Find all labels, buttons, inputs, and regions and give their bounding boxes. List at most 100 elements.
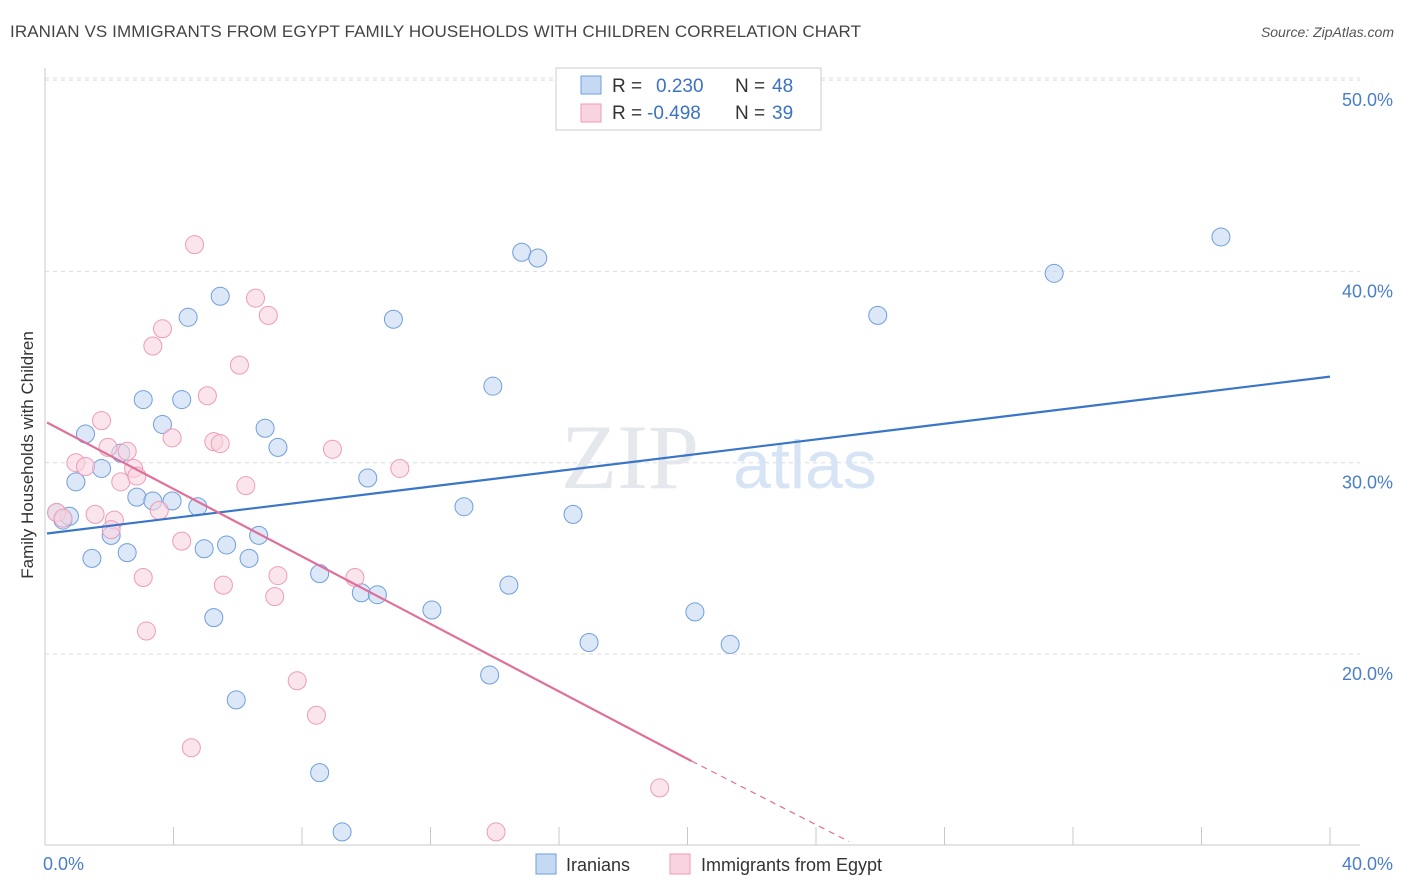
egypt-point <box>322 439 342 459</box>
egypt-point <box>650 778 670 798</box>
watermark: ZIP atlas <box>561 406 877 508</box>
egypt-point <box>390 458 410 478</box>
iranians-point <box>358 468 378 488</box>
data-points <box>47 227 1231 842</box>
y-axis-title: Family Households with Children <box>18 331 37 579</box>
iranians-point <box>188 497 208 517</box>
iranians-point <box>480 665 500 685</box>
egypt-point <box>162 428 182 448</box>
iranians-point <box>178 307 198 327</box>
watermark-atlas: atlas <box>733 427 877 503</box>
egypt-point <box>245 288 265 308</box>
legend-r-value-2: -0.498 <box>647 103 701 124</box>
series-egypt <box>47 235 670 842</box>
egypt-point <box>287 671 307 691</box>
egypt-point <box>185 235 205 255</box>
iranians-point <box>528 248 548 268</box>
egypt-point <box>181 738 201 758</box>
stats-legend: R = 0.230 N = 48 R = -0.498 N = 39 <box>555 67 822 131</box>
egypt-point <box>236 476 256 496</box>
egypt-point <box>213 575 233 595</box>
y-tick-label: 20.0% <box>1342 664 1393 684</box>
iranians-point <box>332 822 352 842</box>
egypt-point <box>197 386 217 406</box>
legend-n-value-2: 39 <box>772 103 793 124</box>
series-iranians <box>47 227 1231 842</box>
egypt-point <box>143 336 163 356</box>
egypt-point <box>152 319 172 339</box>
source-note: Source: ZipAtlas.com <box>1260 24 1394 40</box>
legend-n-value-1: 48 <box>772 76 793 97</box>
iranians-point <box>172 390 192 410</box>
egypt-point <box>265 587 285 607</box>
x-tick-label-min: 0.0% <box>43 854 84 874</box>
iranians-point <box>579 633 599 653</box>
egypt-point <box>111 472 131 492</box>
bottom-legend-swatch-egypt <box>669 853 691 875</box>
series-legend: Iranians Immigrants from Egypt <box>535 853 882 875</box>
legend-r-value-1: 0.230 <box>656 76 704 97</box>
iranians-point <box>133 390 153 410</box>
legend-r-label-1: R = <box>612 76 642 97</box>
iranians-point <box>82 548 102 568</box>
iranians-point <box>310 763 330 783</box>
iranians-point <box>117 543 137 563</box>
egypt-point <box>486 822 506 842</box>
iranians-point <box>249 525 269 545</box>
egypt-trend-extension <box>691 760 850 843</box>
iranians-point <box>92 458 112 478</box>
iranians-point <box>210 286 230 306</box>
iranians-point <box>66 472 86 492</box>
egypt-point <box>92 411 112 431</box>
iranians-point <box>499 575 519 595</box>
y-tick-label: 40.0% <box>1342 281 1393 301</box>
axes <box>44 68 1360 846</box>
tick-labels: 20.0% 30.0% 40.0% 50.0% 0.0% 40.0% <box>43 90 1393 874</box>
legend-n-label-1: N = <box>735 76 765 97</box>
egypt-trend-line <box>46 421 693 763</box>
iranians-point <box>454 497 474 517</box>
egypt-point <box>133 567 153 587</box>
bottom-legend-label-egypt: Immigrants from Egypt <box>701 855 882 875</box>
legend-swatch-iranians <box>580 75 602 95</box>
iranians-point <box>127 487 147 507</box>
egypt-point <box>172 531 192 551</box>
iranians-point <box>255 418 275 438</box>
egypt-point <box>85 504 105 524</box>
egypt-point <box>258 305 278 325</box>
iranians-point <box>226 690 246 710</box>
egypt-point <box>75 457 95 477</box>
y-tick-label: 30.0% <box>1342 473 1393 493</box>
bottom-legend-label-iranians: Iranians <box>566 855 630 875</box>
x-tick-label-max: 40.0% <box>1342 854 1393 874</box>
egypt-point <box>210 434 230 454</box>
iranians-point <box>367 585 387 605</box>
bottom-legend-swatch-iranians <box>535 853 557 875</box>
iranians-point <box>512 242 532 262</box>
egypt-point <box>229 355 249 375</box>
iranians-point <box>310 564 330 584</box>
egypt-point <box>101 520 121 540</box>
iranians-point <box>483 376 503 396</box>
egypt-point <box>117 441 137 461</box>
egypt-point <box>149 501 169 521</box>
iranians-point <box>268 437 288 457</box>
y-tick-label: 50.0% <box>1342 90 1393 110</box>
iranians-point <box>152 414 172 434</box>
egypt-point <box>306 705 326 725</box>
iranians-point <box>1044 263 1064 283</box>
trend-lines <box>46 375 1331 843</box>
iranians-point <box>422 600 442 620</box>
iranians-point <box>217 535 237 555</box>
iranians-point <box>194 539 214 559</box>
iranians-point <box>868 305 888 325</box>
iranians-point <box>383 309 403 329</box>
iranians-point <box>720 634 740 654</box>
iranians-point <box>685 602 705 622</box>
iranians-point <box>563 504 583 524</box>
iranians-trend-line <box>46 375 1331 535</box>
egypt-point <box>136 621 156 641</box>
iranians-point <box>239 548 259 568</box>
legend-n-label-2: N = <box>735 103 765 124</box>
